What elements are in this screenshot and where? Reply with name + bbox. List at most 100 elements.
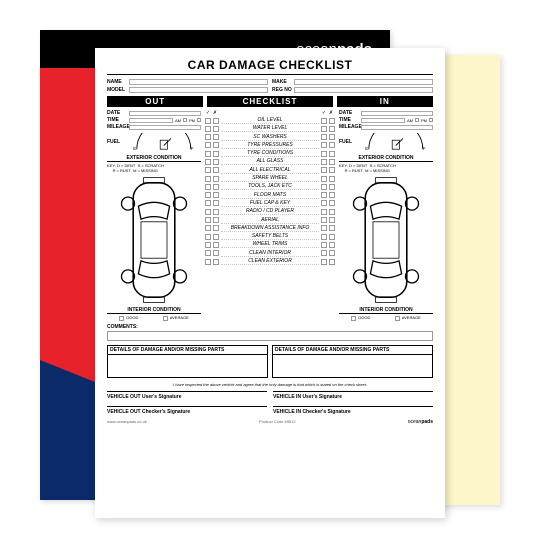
in-check-10[interactable] (321, 200, 327, 206)
in-check-12[interactable] (321, 217, 327, 223)
out-good-checkbox[interactable] (119, 316, 124, 321)
out-check-12[interactable] (205, 217, 211, 223)
out-cross-1[interactable] (213, 126, 219, 132)
out-cross-4[interactable] (213, 151, 219, 157)
out-cross-15[interactable] (213, 242, 219, 248)
in-user-sig-line[interactable] (273, 391, 433, 392)
in-cross-7[interactable] (329, 176, 335, 182)
in-good-checkbox[interactable] (351, 316, 356, 321)
in-check-14[interactable] (321, 234, 327, 240)
regno-field[interactable] (294, 87, 433, 93)
in-check-16[interactable] (321, 250, 327, 256)
out-cross-17[interactable] (213, 259, 219, 265)
out-cross-0[interactable] (213, 118, 219, 124)
out-cross-16[interactable] (213, 250, 219, 256)
out-check-6[interactable] (205, 167, 211, 173)
in-check-2[interactable] (321, 134, 327, 140)
out-check-16[interactable] (205, 250, 211, 256)
in-check-9[interactable] (321, 192, 327, 198)
in-time-field[interactable] (361, 118, 405, 123)
out-avg-checkbox[interactable] (163, 316, 168, 321)
out-mileage-field[interactable] (129, 125, 201, 130)
in-car-diagram[interactable] (346, 175, 426, 305)
out-check-8[interactable] (205, 184, 211, 190)
in-check-5[interactable] (321, 159, 327, 165)
in-check-3[interactable] (321, 142, 327, 148)
in-cross-15[interactable] (329, 242, 335, 248)
out-time-field[interactable] (129, 118, 173, 123)
in-cross-5[interactable] (329, 159, 335, 165)
out-checker-sig-line[interactable] (107, 406, 267, 407)
in-cross-1[interactable] (329, 126, 335, 132)
in-cross-12[interactable] (329, 217, 335, 223)
in-am-checkbox[interactable] (415, 118, 419, 122)
in-avg-checkbox[interactable] (395, 316, 400, 321)
in-cross-10[interactable] (329, 200, 335, 206)
out-check-10[interactable] (205, 200, 211, 206)
out-cross-2[interactable] (213, 134, 219, 140)
out-car-diagram[interactable] (114, 175, 194, 305)
in-cross-0[interactable] (329, 118, 335, 124)
in-cross-16[interactable] (329, 250, 335, 256)
out-cross-14[interactable] (213, 234, 219, 240)
in-fuel-gauge[interactable]: EF (359, 133, 433, 151)
in-checker-sig-line[interactable] (273, 406, 433, 407)
out-user-sig-line[interactable] (107, 391, 267, 392)
in-cross-11[interactable] (329, 209, 335, 215)
in-check-15[interactable] (321, 242, 327, 248)
in-cross-9[interactable] (329, 192, 335, 198)
out-cross-6[interactable] (213, 167, 219, 173)
in-mileage-field[interactable] (361, 125, 433, 130)
in-check-0[interactable] (321, 118, 327, 124)
model-field[interactable] (129, 87, 268, 93)
in-pm-checkbox[interactable] (429, 118, 433, 122)
in-cross-14[interactable] (329, 234, 335, 240)
out-check-5[interactable] (205, 159, 211, 165)
out-cross-7[interactable] (213, 176, 219, 182)
in-check-13[interactable] (321, 225, 327, 231)
out-damage-field[interactable] (108, 355, 267, 377)
in-date-field[interactable] (361, 111, 433, 116)
in-check-11[interactable] (321, 209, 327, 215)
in-cross-3[interactable] (329, 142, 335, 148)
in-check-7[interactable] (321, 176, 327, 182)
out-date-field[interactable] (129, 111, 201, 116)
out-cross-11[interactable] (213, 209, 219, 215)
out-check-9[interactable] (205, 192, 211, 198)
make-field[interactable] (294, 79, 433, 85)
out-cross-8[interactable] (213, 184, 219, 190)
out-cross-5[interactable] (213, 159, 219, 165)
out-cross-10[interactable] (213, 200, 219, 206)
out-check-15[interactable] (205, 242, 211, 248)
out-check-7[interactable] (205, 176, 211, 182)
out-cross-3[interactable] (213, 142, 219, 148)
out-am-checkbox[interactable] (183, 118, 187, 122)
out-cross-13[interactable] (213, 225, 219, 231)
out-check-0[interactable] (205, 118, 211, 124)
name-field[interactable] (129, 79, 268, 85)
in-check-4[interactable] (321, 151, 327, 157)
out-check-3[interactable] (205, 142, 211, 148)
out-check-13[interactable] (205, 225, 211, 231)
out-pm-checkbox[interactable] (197, 118, 201, 122)
comments-field[interactable] (107, 331, 433, 341)
in-check-1[interactable] (321, 126, 327, 132)
out-check-4[interactable] (205, 151, 211, 157)
in-cross-2[interactable] (329, 134, 335, 140)
in-cross-4[interactable] (329, 151, 335, 157)
out-cross-12[interactable] (213, 217, 219, 223)
out-check-11[interactable] (205, 209, 211, 215)
out-check-1[interactable] (205, 126, 211, 132)
in-cross-6[interactable] (329, 167, 335, 173)
out-check-17[interactable] (205, 259, 211, 265)
out-cross-9[interactable] (213, 192, 219, 198)
in-damage-field[interactable] (273, 355, 432, 377)
in-check-8[interactable] (321, 184, 327, 190)
out-fuel-gauge[interactable]: EF (127, 133, 201, 151)
in-check-6[interactable] (321, 167, 327, 173)
out-check-2[interactable] (205, 134, 211, 140)
in-check-17[interactable] (321, 259, 327, 265)
in-cross-17[interactable] (329, 259, 335, 265)
in-cross-8[interactable] (329, 184, 335, 190)
in-cross-13[interactable] (329, 225, 335, 231)
